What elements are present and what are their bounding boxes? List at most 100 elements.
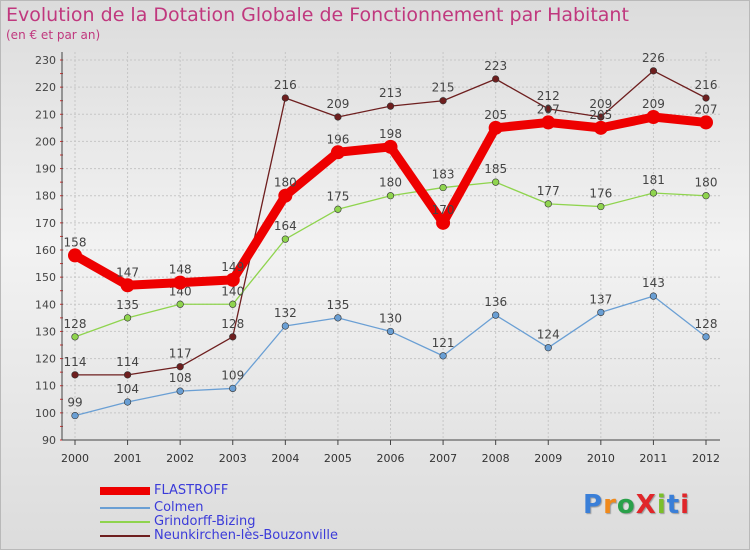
- point-colmen: [229, 384, 237, 393]
- point-neunkirchen-les-bouzonville: [439, 97, 447, 105]
- legend-swatch-grindorff-bizing: [100, 521, 150, 523]
- data-label-grindorff-bizing: 140: [169, 284, 192, 298]
- legend-item-colmen: Colmen: [100, 500, 400, 516]
- x-tick-label: 2003: [219, 452, 247, 465]
- legend-label-grindorff-bizing: Grindorff-Bizing: [154, 514, 256, 529]
- point-flastroff: [278, 188, 293, 203]
- legend-label-colmen: Colmen: [154, 500, 204, 515]
- data-label-flastroff: 148: [169, 263, 192, 277]
- data-label-flastroff: 207: [537, 102, 560, 116]
- data-label-grindorff-bizing: 185: [484, 162, 507, 176]
- data-label-neunkirchen-les-bouzonville: 216: [274, 78, 297, 92]
- x-tick-label: 2007: [429, 452, 457, 465]
- point-flastroff: [173, 275, 188, 290]
- logo-letter: P: [583, 490, 604, 520]
- legend-item-neunkirchen: Neunkirchen-lès-Bouzonville: [100, 528, 400, 544]
- x-tick-label: 2004: [271, 452, 299, 465]
- data-label-grindorff-bizing: 135: [116, 298, 139, 312]
- data-label-neunkirchen-les-bouzonville: 223: [484, 59, 507, 73]
- data-label-colmen: 135: [326, 298, 349, 312]
- data-label-flastroff: 205: [589, 108, 612, 122]
- legend-swatch-neunkirchen: [100, 535, 150, 537]
- point-colmen: [439, 352, 447, 360]
- x-tick-label: 2009: [534, 452, 562, 465]
- point-colmen: [71, 411, 79, 420]
- data-label-neunkirchen-les-bouzonville: 114: [64, 355, 87, 369]
- data-label-neunkirchen-les-bouzonville: 128: [221, 317, 244, 331]
- x-tick-label: 2006: [377, 452, 405, 465]
- legend-swatch-flastroff: [100, 487, 150, 495]
- point-grindorff-bizing: [386, 192, 395, 200]
- logo-letter: o: [616, 490, 636, 520]
- point-colmen: [281, 322, 289, 330]
- data-label-grindorff-bizing: 177: [537, 184, 560, 198]
- legend-swatch-colmen: [100, 507, 150, 509]
- logo-letter: i: [656, 490, 667, 520]
- data-label-neunkirchen-les-bouzonville: 117: [169, 347, 192, 361]
- point-grindorff-bizing: [71, 333, 79, 341]
- x-tick-label: 2000: [61, 452, 89, 465]
- logo-letter: i: [680, 490, 691, 520]
- data-label-grindorff-bizing: 180: [695, 176, 718, 190]
- data-label-flastroff: 209: [642, 97, 665, 111]
- point-neunkirchen-les-bouzonville: [334, 113, 342, 121]
- y-tick-label: 180: [35, 190, 56, 203]
- point-neunkirchen-les-bouzonville: [544, 105, 552, 113]
- point-colmen: [544, 344, 552, 352]
- point-flastroff: [383, 139, 398, 154]
- data-label-colmen: 109: [221, 368, 244, 382]
- point-neunkirchen-les-bouzonville: [702, 94, 710, 102]
- x-tick-label: 2010: [587, 452, 615, 465]
- chart-subtitle: (en € et par an): [6, 28, 101, 42]
- point-flastroff: [541, 115, 556, 130]
- point-colmen: [702, 333, 710, 341]
- y-tick-label: 210: [35, 108, 56, 121]
- logo-letter: t: [666, 490, 681, 520]
- data-label-neunkirchen-les-bouzonville: 114: [116, 355, 139, 369]
- data-label-flastroff: 196: [326, 132, 349, 146]
- point-flastroff: [593, 120, 608, 135]
- data-label-colmen: 128: [695, 317, 718, 331]
- legend-item-grindorff-bizing: Grindorff-Bizing: [100, 514, 400, 530]
- legend-item-flastroff: FLASTROFF: [100, 483, 400, 499]
- point-grindorff-bizing: [229, 300, 237, 308]
- data-label-neunkirchen-les-bouzonville: 215: [432, 81, 455, 95]
- data-label-colmen: 130: [379, 311, 402, 325]
- proxiti-logo: ProXiti: [583, 490, 690, 520]
- data-label-flastroff: 198: [379, 127, 402, 141]
- x-tick-label: 2002: [166, 452, 194, 465]
- x-tick-label: 2012: [692, 452, 720, 465]
- data-label-grindorff-bizing: 164: [274, 219, 297, 233]
- point-colmen: [597, 308, 605, 317]
- y-tick-label: 220: [35, 81, 56, 94]
- point-grindorff-bizing: [281, 235, 289, 243]
- x-tick-label: 2008: [482, 452, 510, 465]
- point-colmen: [649, 292, 658, 300]
- legend-label-flastroff: FLASTROFF: [154, 483, 229, 498]
- data-label-flastroff: 170: [432, 203, 455, 217]
- point-grindorff-bizing: [176, 300, 184, 308]
- point-flastroff: [120, 278, 135, 293]
- point-neunkirchen-les-bouzonville: [176, 363, 184, 371]
- point-neunkirchen-les-bouzonville: [597, 113, 605, 121]
- point-neunkirchen-les-bouzonville: [492, 75, 500, 83]
- y-tick-label: 190: [35, 163, 56, 176]
- point-colmen: [492, 311, 500, 319]
- point-colmen: [334, 314, 342, 322]
- y-tick-label: 100: [35, 407, 56, 420]
- point-grindorff-bizing: [492, 178, 500, 186]
- point-neunkirchen-les-bouzonville: [649, 67, 658, 75]
- data-label-grindorff-bizing: 128: [64, 317, 87, 331]
- data-label-colmen: 108: [169, 371, 192, 385]
- legend-label-neunkirchen: Neunkirchen-lès-Bouzonville: [154, 528, 338, 543]
- x-tick-label: 2011: [639, 452, 667, 465]
- y-tick-label: 120: [35, 353, 56, 366]
- y-tick-label: 140: [35, 298, 56, 311]
- data-label-flastroff: 147: [116, 265, 139, 279]
- point-grindorff-bizing: [702, 192, 710, 200]
- data-label-neunkirchen-les-bouzonville: 226: [642, 51, 665, 65]
- data-label-flastroff: 205: [484, 108, 507, 122]
- point-neunkirchen-les-bouzonville: [123, 371, 132, 379]
